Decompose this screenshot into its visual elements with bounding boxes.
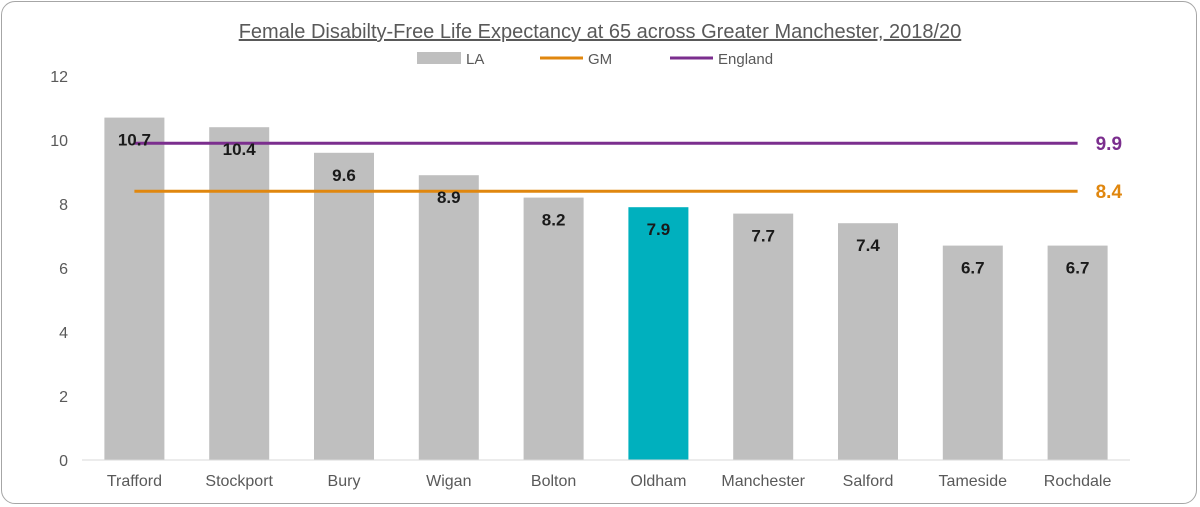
x-tick-label: Manchester [721, 473, 805, 490]
x-axis: Trafford Stockport Bury Wigan Bolton Oldham Ma… [107, 473, 1112, 490]
legend-label-gm: GM [588, 51, 612, 68]
reference-label-gm: 8.4 [1096, 182, 1123, 203]
x-tick-label: Stockport [205, 473, 273, 490]
bar-bolton [523, 197, 584, 460]
bar-rochdale [1047, 245, 1108, 460]
bar-wigan [418, 175, 479, 460]
legend-label-la: LA [466, 51, 484, 68]
bar-tameside [942, 245, 1003, 460]
data-label: 8.9 [437, 188, 461, 207]
y-tick-label: 6 [59, 261, 68, 278]
x-tick-label: Trafford [107, 473, 162, 490]
data-label: 9.6 [332, 166, 356, 185]
bar-oldham [628, 207, 689, 460]
x-tick-label: Bolton [531, 473, 576, 490]
legend-label-england: England [718, 51, 773, 68]
data-label: 8.2 [542, 211, 566, 230]
bar-trafford [104, 117, 165, 460]
data-label: 6.7 [1066, 259, 1090, 278]
y-tick-label: 12 [50, 69, 68, 86]
data-label: 10.7 [118, 131, 151, 150]
bar-salford [838, 223, 898, 460]
data-label: 7.4 [856, 236, 880, 255]
data-label: 7.9 [647, 220, 671, 239]
data-label: 7.7 [751, 227, 775, 246]
reference-label-england: 9.9 [1096, 134, 1122, 155]
x-tick-label: Oldham [630, 473, 686, 490]
data-label: 6.7 [961, 259, 985, 278]
y-tick-label: 2 [59, 389, 68, 406]
y-tick-label: 10 [50, 133, 68, 150]
bar-manchester [733, 213, 794, 460]
x-tick-label: Rochdale [1044, 473, 1112, 490]
data-labels: 10.7 10.4 9.6 8.9 8.2 7.9 7.7 7.4 6.7 6.7 [118, 131, 1090, 278]
y-tick-label: 8 [59, 197, 68, 214]
legend: LA GM England [417, 51, 773, 68]
x-tick-label: Salford [843, 473, 894, 490]
y-axis: 0 2 4 6 8 10 12 [50, 69, 68, 470]
chart-title: Female Disabilty-Free Life Expectancy at… [239, 21, 962, 43]
x-tick-label: Bury [328, 473, 361, 490]
x-tick-label: Wigan [426, 473, 471, 490]
x-tick-label: Tameside [939, 473, 1008, 490]
reference-lines: 8.4 9.9 [134, 134, 1122, 203]
y-tick-label: 0 [59, 453, 68, 470]
y-tick-label: 4 [59, 325, 68, 342]
bar-bury [314, 152, 374, 461]
data-label: 10.4 [223, 140, 257, 159]
legend-swatch-la [417, 52, 461, 64]
bar-stockport [209, 127, 270, 460]
bars [104, 117, 1108, 461]
